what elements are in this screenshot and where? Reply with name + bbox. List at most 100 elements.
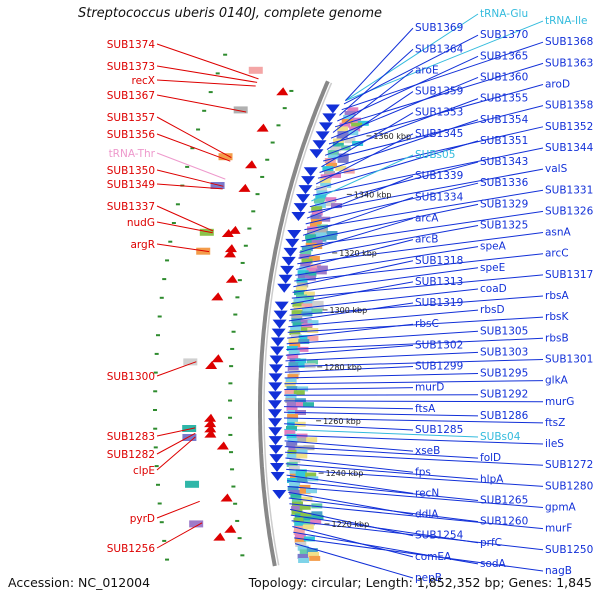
reverse-strand-gene-arrow — [270, 346, 285, 356]
gene-function-block — [288, 350, 300, 356]
reverse-strand-gene-arrow — [287, 229, 302, 239]
left-gene-label: SUB1356 — [107, 129, 156, 141]
cds-marker — [153, 446, 158, 449]
forward-gene-block — [199, 228, 214, 236]
gene-function-block — [301, 299, 313, 305]
gene-function-block — [311, 244, 323, 249]
right-label-leader — [292, 526, 414, 558]
gene-function-block — [306, 267, 318, 273]
right-gene-label: rbsC — [415, 318, 439, 330]
forward-strand-gene-arrow — [204, 413, 217, 422]
left-gene-label: SUB1300 — [107, 371, 155, 383]
gene-function-block — [300, 250, 312, 255]
cds-marker — [265, 158, 270, 161]
left-label-leader — [156, 43, 259, 80]
right-gene-label: SUB1364 — [415, 43, 464, 55]
right-label-leader — [298, 225, 479, 259]
gene-function-block — [357, 120, 369, 126]
reverse-strand-gene-arrow — [269, 463, 284, 473]
right-gene-label: SUB1285 — [415, 424, 463, 436]
cds-marker — [153, 371, 158, 374]
cds-marker — [240, 261, 245, 264]
gene-function-block — [294, 537, 306, 543]
right-label-leader — [291, 274, 544, 299]
cds-marker — [282, 107, 287, 110]
reverse-strand-gene-arrow — [268, 382, 283, 392]
forward-gene-block — [210, 182, 225, 189]
right-label-leader — [345, 20, 544, 102]
right-gene-label: speE — [480, 262, 505, 274]
gene-function-block — [307, 335, 319, 341]
forward-strand-gene-arrow — [224, 244, 237, 253]
gene-function-block — [297, 270, 309, 276]
forward-strand-gene-arrow — [213, 532, 226, 541]
backbone-inner-arc — [263, 82, 333, 566]
right-label-leader — [288, 309, 479, 328]
right-label-leader — [290, 288, 479, 310]
gene-function-block — [311, 511, 323, 517]
gene-function-block — [294, 533, 306, 539]
cds-marker — [153, 390, 158, 393]
gene-function-block — [299, 266, 311, 272]
right-gene-label: SUB1299 — [415, 361, 463, 373]
gene-function-block — [287, 366, 299, 372]
cds-marker — [276, 124, 281, 127]
gene-function-block — [302, 307, 313, 313]
gene-function-block — [287, 437, 299, 443]
forward-gene-block — [248, 66, 263, 74]
right-gene-label: fps — [415, 466, 431, 478]
right-gene-label: SUB1331 — [545, 184, 593, 196]
forward-strand-gene-arrow — [276, 87, 289, 96]
gene-function-block — [320, 182, 332, 188]
reverse-strand-gene-arrow — [309, 149, 324, 159]
right-gene-label: aroD — [545, 79, 570, 91]
cds-marker — [237, 537, 242, 540]
cds-marker — [168, 240, 173, 243]
gene-function-block — [299, 504, 311, 510]
accession-text: Accession: NC_012004 — [8, 575, 151, 590]
reverse-strand-gene-arrow — [277, 283, 292, 293]
reverse-strand-gene-arrow — [285, 238, 300, 248]
right-gene-label: xseB — [415, 445, 440, 457]
right-gene-label: SUB1358 — [545, 100, 593, 112]
left-gene-label: SUB1337 — [107, 201, 155, 213]
right-label-leader — [294, 543, 414, 579]
gene-function-block — [305, 271, 317, 277]
gene-function-block — [293, 390, 305, 396]
gene-function-block — [325, 197, 337, 203]
left-gene-label: SUB1283 — [107, 431, 155, 443]
gene-function-block — [286, 346, 298, 351]
gene-function-block — [297, 346, 309, 352]
right-gene-label: arcB — [415, 234, 439, 246]
right-label-leader — [301, 203, 479, 242]
right-label-leader — [287, 480, 479, 501]
gene-function-block — [315, 269, 327, 275]
gene-function-block — [326, 231, 338, 236]
gene-function-block — [284, 430, 296, 435]
gene-function-block — [295, 473, 307, 479]
gene-function-block — [339, 122, 351, 128]
gene-function-block — [291, 310, 303, 316]
right-label-leader — [321, 112, 414, 168]
right-label-leader — [332, 70, 414, 133]
forward-strand-gene-arrow — [224, 524, 237, 533]
left-label-leader — [156, 94, 247, 113]
gene-function-block — [309, 222, 321, 228]
cds-marker — [228, 433, 233, 436]
left-gene-label: SUB1373 — [107, 61, 155, 73]
cds-marker — [251, 210, 256, 213]
gene-function-block — [298, 335, 310, 341]
left-label-leader — [156, 432, 196, 455]
backbone-outer-arc — [258, 80, 330, 567]
gene-function-block — [319, 178, 331, 184]
gene-function-block — [322, 166, 334, 172]
cds-marker — [196, 128, 201, 131]
left-label-leader — [156, 522, 203, 549]
cds-marker — [185, 165, 190, 168]
gene-function-block — [330, 172, 341, 178]
cds-marker — [153, 427, 158, 430]
reverse-strand-gene-arrow — [272, 319, 287, 329]
right-gene-label: SUB1352 — [545, 121, 593, 133]
gene-function-block — [324, 171, 335, 176]
